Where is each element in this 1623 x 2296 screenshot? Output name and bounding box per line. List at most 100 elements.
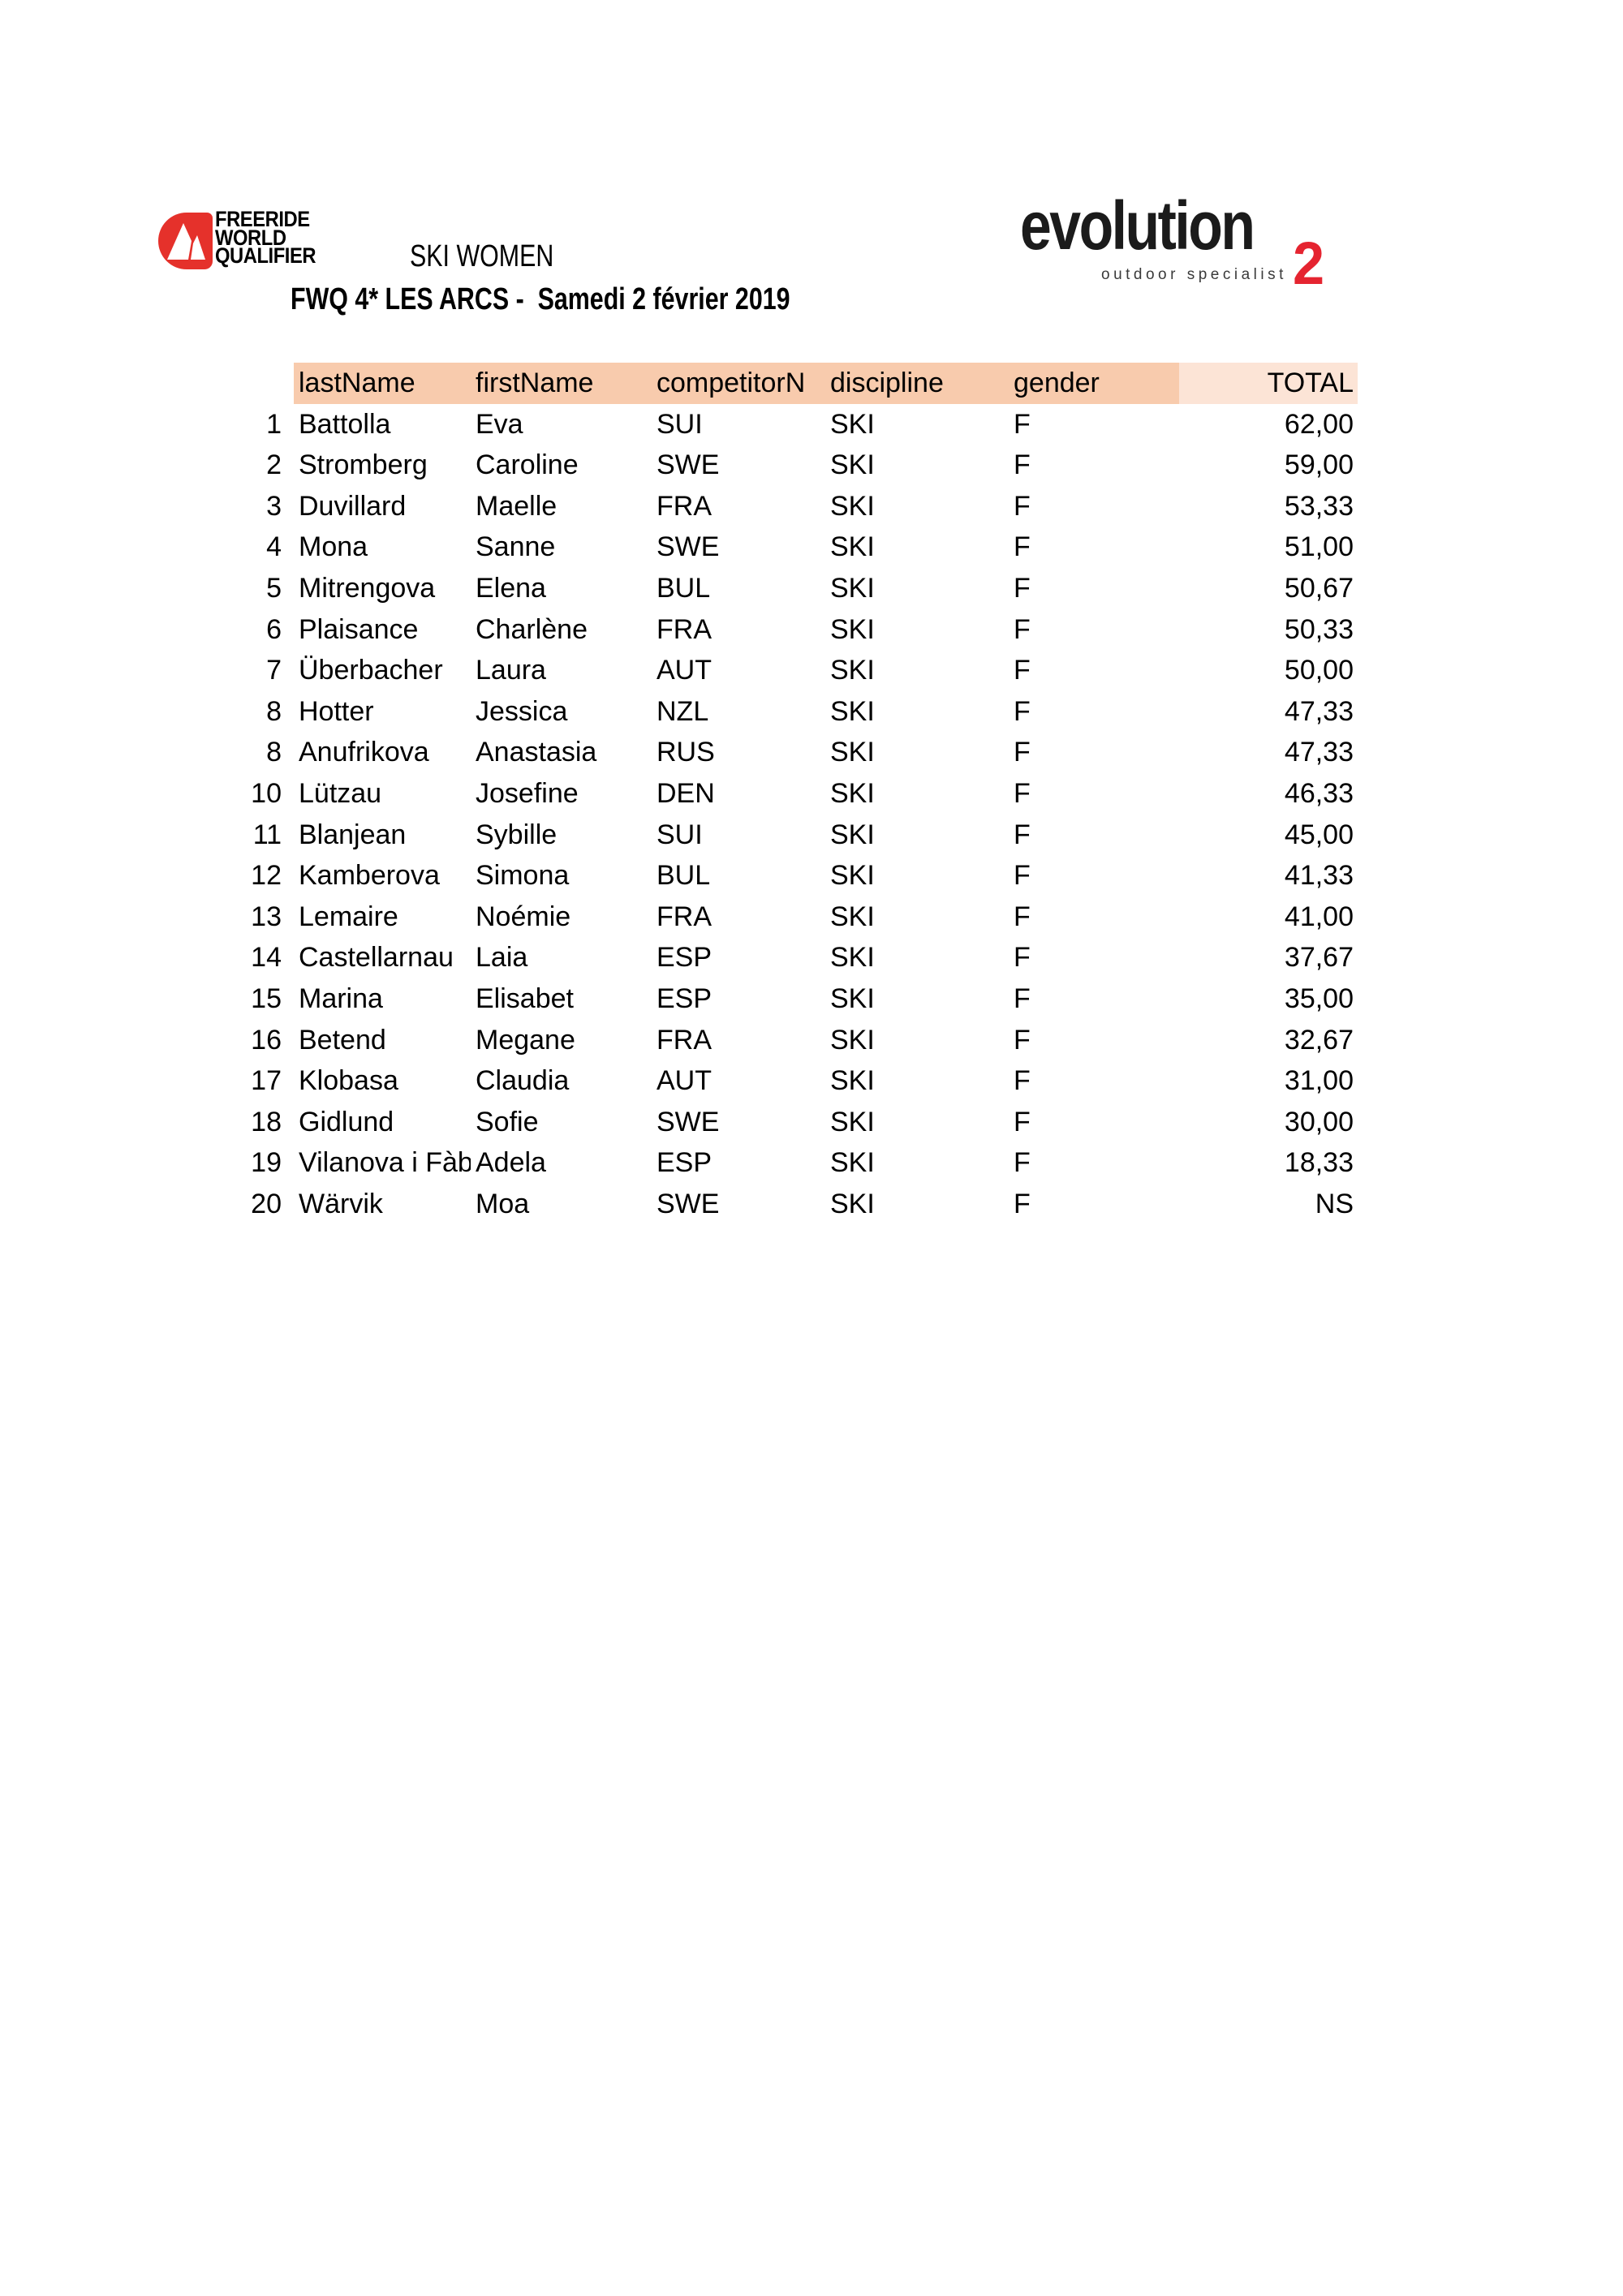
fwq-logo: FREERIDE WORLD QUALIFIER <box>158 207 499 274</box>
rank-cell: 19 <box>251 1147 282 1179</box>
lastname-cell: Stromberg <box>299 449 428 481</box>
discipline-cell: SKI <box>830 490 875 522</box>
lastname-cell: Blanjean <box>299 819 407 850</box>
rank-cell: 12 <box>251 860 282 892</box>
firstname-cell: Simona <box>476 860 570 892</box>
nationality-cell: SUI <box>657 408 703 440</box>
gender-cell: F <box>1014 1188 1031 1219</box>
fwq-mountain-peaks-icon <box>167 223 205 260</box>
firstname-cell: Charlène <box>476 613 588 645</box>
nationality-cell: SUI <box>657 819 703 850</box>
gender-cell: F <box>1014 655 1031 686</box>
fwq-wordmark-line: WORLD <box>215 225 286 250</box>
rank-cell: 13 <box>251 901 282 932</box>
firstname-cell: Anastasia <box>476 737 597 768</box>
firstname-cell: Noémie <box>476 901 571 932</box>
firstname-cell: Elisabet <box>476 982 574 1014</box>
discipline-cell: SKI <box>830 1024 875 1056</box>
nationality-cell: FRA <box>657 490 712 522</box>
total-cell: 41,33 <box>1284 860 1354 892</box>
rank-cell: 1 <box>266 408 282 440</box>
gender-cell: F <box>1014 1106 1031 1137</box>
nationality-cell: FRA <box>657 1024 712 1056</box>
total-cell: 47,33 <box>1284 737 1354 768</box>
rank-cell: 8 <box>266 695 282 727</box>
firstname-cell: Laura <box>476 655 546 686</box>
gender-cell: F <box>1014 695 1031 727</box>
firstname-cell: Sofie <box>476 1106 539 1137</box>
lastname-cell: Battolla <box>299 408 391 440</box>
lastname-cell: Hotter <box>299 695 374 727</box>
total-cell: 18,33 <box>1284 1147 1354 1179</box>
gender-cell: F <box>1014 777 1031 809</box>
gender-cell: F <box>1014 1065 1031 1097</box>
lastname-cell: Mona <box>299 531 368 563</box>
discipline-cell: SKI <box>830 901 875 932</box>
category-heading: SKI WOMEN <box>410 239 554 273</box>
lastname-cell: Plaisance <box>299 613 419 645</box>
lastname-cell: Duvillard <box>299 490 407 522</box>
nationality-cell: FRA <box>657 901 712 932</box>
gender-cell: F <box>1014 737 1031 768</box>
total-cell: 50,33 <box>1284 613 1354 645</box>
discipline-cell: SKI <box>830 655 875 686</box>
lastname-cell: Lützau <box>299 777 382 809</box>
lastname-cell: Klobasa <box>299 1065 398 1097</box>
gender-cell: F <box>1014 982 1031 1014</box>
nationality-cell: ESP <box>657 1147 712 1179</box>
total-cell: NS <box>1315 1188 1354 1219</box>
column-header-total: TOTAL <box>1179 363 1358 404</box>
gender-cell: F <box>1014 449 1031 481</box>
lastname-cell: Kamberova <box>299 860 440 892</box>
nationality-cell: FRA <box>657 613 712 645</box>
column-header-rank <box>243 363 294 404</box>
firstname-cell: Maelle <box>476 490 558 522</box>
discipline-cell: SKI <box>830 860 875 892</box>
fwq-logo-mark <box>158 213 213 269</box>
total-cell: 31,00 <box>1284 1065 1354 1097</box>
total-cell: 45,00 <box>1284 819 1354 850</box>
rank-cell: 7 <box>266 655 282 686</box>
rank-cell: 20 <box>251 1188 282 1219</box>
gender-cell: F <box>1014 408 1031 440</box>
discipline-cell: SKI <box>830 737 875 768</box>
nationality-cell: DEN <box>657 777 715 809</box>
fwq-wordmark-line: FREERIDE <box>215 207 310 231</box>
lastname-cell: Vilanova i Fàb <box>299 1147 471 1179</box>
gender-cell: F <box>1014 490 1031 522</box>
lastname-cell: Marina <box>299 982 383 1014</box>
nationality-cell: BUL <box>657 860 711 892</box>
firstname-cell: Jessica <box>476 695 568 727</box>
nationality-cell: SWE <box>657 1188 720 1219</box>
total-cell: 46,33 <box>1284 777 1354 809</box>
nationality-cell: ESP <box>657 942 712 974</box>
rank-cell: 5 <box>266 572 282 604</box>
gender-cell: F <box>1014 1147 1031 1179</box>
firstname-cell: Josefine <box>476 777 579 809</box>
nationality-cell: BUL <box>657 572 711 604</box>
discipline-cell: SKI <box>830 819 875 850</box>
firstname-cell: Claudia <box>476 1065 570 1097</box>
evolution-wordmark: evolution <box>1020 187 1255 264</box>
firstname-cell: Sanne <box>476 531 556 563</box>
gender-cell: F <box>1014 860 1031 892</box>
gender-cell: F <box>1014 942 1031 974</box>
rank-cell: 4 <box>266 531 282 563</box>
nationality-cell: ESP <box>657 982 712 1014</box>
evolution2-logo: evolution 2 outdoor specialist <box>1020 191 1377 300</box>
firstname-cell: Eva <box>476 408 523 440</box>
column-header-gender: gender <box>1009 363 1179 404</box>
rank-cell: 6 <box>266 613 282 645</box>
rank-cell: 15 <box>251 982 282 1014</box>
lastname-cell: Mitrengova <box>299 572 436 604</box>
discipline-cell: SKI <box>830 572 875 604</box>
rank-cell: 16 <box>251 1024 282 1056</box>
rank-cell: 3 <box>266 490 282 522</box>
rank-cell: 11 <box>252 819 282 850</box>
nationality-cell: SWE <box>657 531 720 563</box>
results-table: lastName firstName competitorN disciplin… <box>243 363 1358 1224</box>
rank-cell: 17 <box>251 1065 282 1097</box>
lastname-cell: Anufrikova <box>299 737 429 768</box>
nationality-cell: RUS <box>657 737 715 768</box>
